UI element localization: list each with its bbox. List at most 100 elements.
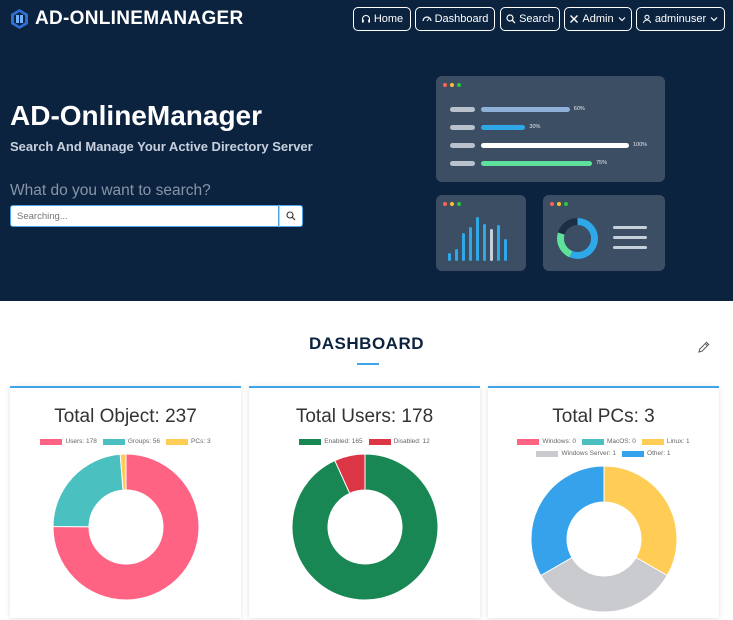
illustration-bar-row: 60% (450, 106, 650, 113)
chart-legend: Users: 178 Groups: 56 PCs: 3 (10, 438, 241, 445)
donut-slice-other[interactable] (530, 465, 604, 577)
legend-item[interactable]: Users: 178 (40, 438, 97, 445)
chart-card-users: Total Users: 178 Enabled: 165 Disabled: 1… (249, 386, 480, 618)
chart-legend: Enabled: 165 Disabled: 12 (249, 438, 480, 445)
navbar: AD-ONLINEMANAGER Home Dashboard Search A… (0, 0, 733, 40)
legend-swatch (166, 438, 189, 445)
legend-label: Groups: 56 (127, 438, 161, 445)
illustration-progress-panel: 60% 30% 100% 75% (436, 76, 665, 182)
search-icon (506, 14, 516, 24)
illustration-bar-row: 75% (450, 160, 650, 167)
search-prompt: What do you want to search? (10, 182, 211, 199)
legend-item[interactable]: PCs: 3 (166, 438, 211, 445)
legend-label: Other: 1 (647, 450, 671, 457)
chart-legend: Windows Server: 1 Other: 1 (488, 450, 719, 457)
legend-label: PCs: 3 (191, 438, 211, 445)
chevron-down-icon (710, 17, 718, 22)
donut-chart (51, 453, 199, 601)
legend-swatch (641, 438, 664, 445)
donut-slice-enabled[interactable] (291, 453, 438, 601)
legend-item[interactable]: Windows: 0 (517, 438, 576, 445)
illustration-column-panel (436, 195, 526, 271)
legend-label: Enabled: 165 (324, 438, 363, 445)
illustration-bar-percent: 60% (573, 106, 585, 112)
legend-label: Disabled: 12 (393, 438, 430, 445)
nav-home-button[interactable]: Home (353, 7, 411, 31)
nav-user-label: adminuser (654, 13, 707, 25)
illustration-bar-row: 30% (450, 124, 650, 131)
pencil-icon[interactable] (697, 340, 711, 354)
legend-item[interactable]: Linux: 1 (641, 438, 690, 445)
legend-label: MacOS: 0 (606, 438, 636, 445)
gauge-icon (421, 16, 432, 22)
illustration-bar-fill (481, 107, 570, 112)
chart-title: Total Users: 178 (295, 406, 434, 427)
hero-section: AD-OnlineManager Search And Manage Your … (0, 40, 733, 301)
legend-swatch (581, 438, 604, 445)
illustration-bar-fill (481, 125, 526, 130)
legend-label: Windows Server: 1 (561, 450, 617, 457)
illustration-bar-label (450, 125, 475, 130)
window-dots (550, 202, 568, 206)
logo-icon (11, 9, 28, 29)
nav-dashboard-button[interactable]: Dashboard (415, 7, 495, 31)
legend-item[interactable]: MacOS: 0 (581, 438, 636, 445)
legend-label: Windows: 0 (542, 438, 576, 445)
user-icon (642, 14, 651, 24)
search-bar (10, 205, 303, 227)
hero-subtitle: Search And Manage Your Active Directory … (10, 139, 313, 154)
legend-swatch (40, 438, 63, 445)
illustration-bar-percent: 30% (529, 124, 541, 130)
illustration-bar-percent: 75% (596, 160, 608, 166)
legend-label: Linux: 1 (666, 438, 690, 445)
donut-chart (291, 453, 438, 601)
title-underline (357, 363, 379, 365)
legend-swatch (299, 438, 322, 445)
legend-item[interactable]: Enabled: 165 (299, 438, 363, 445)
window-dots (443, 202, 461, 206)
illustration-donut-panel (543, 195, 665, 271)
search-icon (286, 211, 296, 221)
donut-slice-disabled[interactable] (333, 453, 365, 494)
legend-swatch (368, 438, 391, 445)
window-dots (443, 83, 461, 87)
legend-item[interactable]: Windows Server: 1 (536, 450, 616, 457)
legend-swatch (536, 450, 559, 457)
legend-swatch (517, 438, 540, 445)
nav-search-label: Search (519, 13, 554, 25)
illustration-bar-fill (481, 143, 629, 148)
legend-swatch (102, 438, 125, 445)
bar-chart-icon (448, 217, 507, 261)
list-lines-icon (613, 226, 647, 249)
donut-chart-icon (557, 218, 598, 259)
donut-slice-linux[interactable] (603, 465, 677, 577)
nav-user-dropdown[interactable]: adminuser (636, 7, 725, 31)
search-input[interactable] (10, 205, 279, 227)
chart-title: Total Object: 237 (54, 406, 197, 427)
chart-title: Total PCs: 3 (552, 406, 655, 427)
legend-item[interactable]: Disabled: 12 (368, 438, 430, 445)
legend-item[interactable]: Groups: 56 (102, 438, 161, 445)
donut-slice-pcs[interactable] (119, 453, 126, 491)
chart-legend: Windows: 0 MacOS: 0 Linux: 1 (488, 438, 719, 445)
headset-icon (361, 15, 370, 23)
donut-slice-groups[interactable] (51, 453, 124, 528)
illustration-bar-percent: 100% (633, 142, 648, 148)
tools-icon (570, 15, 579, 23)
nav-dashboard-label: Dashboard (434, 13, 489, 25)
chart-card-objects: Total Object: 237 Users: 178 Groups: 56 PC… (10, 386, 241, 618)
legend-label: Users: 178 (65, 438, 97, 445)
donut-slice-users[interactable] (52, 453, 199, 601)
nav-search-button[interactable]: Search (500, 7, 560, 31)
search-submit-button[interactable] (279, 205, 303, 227)
nav-admin-dropdown[interactable]: Admin (564, 7, 632, 31)
legend-swatch (622, 450, 645, 457)
donut-chart (530, 465, 677, 613)
nav-home-label: Home (373, 13, 404, 25)
chevron-down-icon (618, 17, 626, 22)
nav-admin-label: Admin (582, 13, 614, 25)
illustration-bar-row: 100% (450, 142, 650, 149)
legend-item[interactable]: Other: 1 (622, 450, 671, 457)
donut-slice-windows-server[interactable] (539, 556, 668, 613)
brand[interactable]: AD-ONLINEMANAGER (11, 8, 244, 30)
